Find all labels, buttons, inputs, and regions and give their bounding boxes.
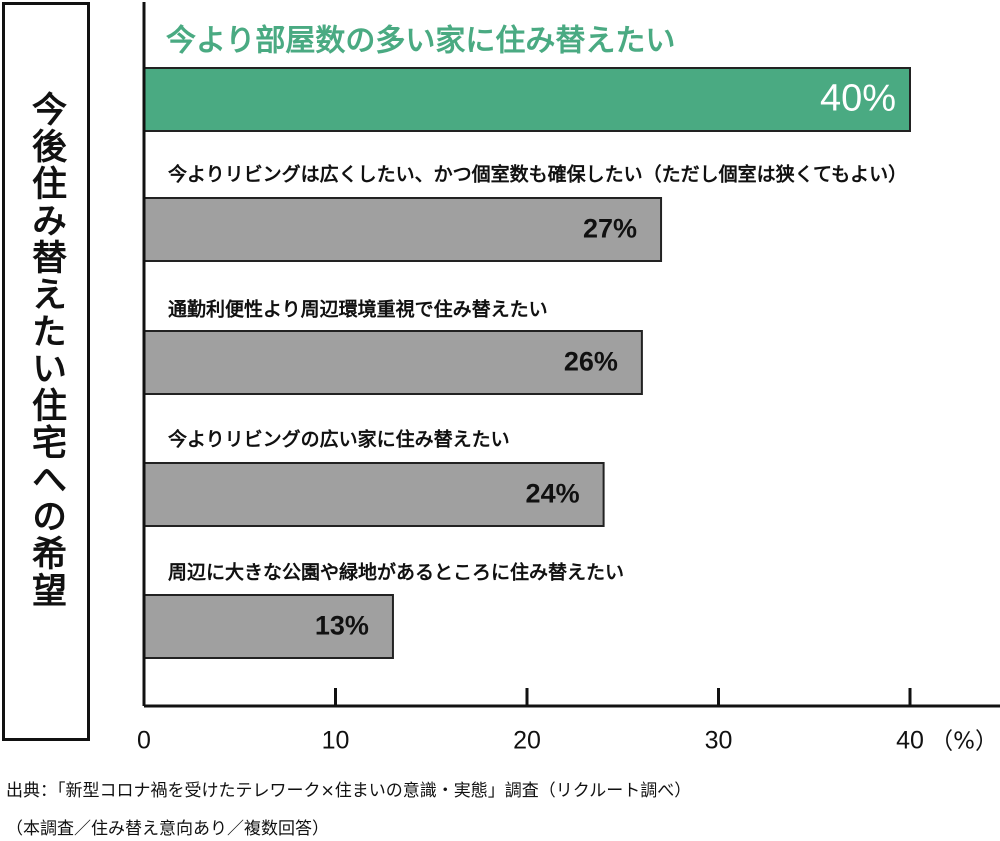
highlighted-bar [143, 67, 911, 132]
x-tick-label: 30 [705, 727, 733, 755]
value-label: 26% [564, 347, 618, 377]
x-tick-label: 40 [896, 727, 924, 755]
source-citation: 出典：「新型コロナ禍を受けたテレワーク×住まいの意識・実態」調査（リクルート調べ… [6, 781, 692, 801]
unit-label: （%） [930, 729, 998, 755]
vertical-title: 今後住み替えたい住宅への希望 [26, 91, 66, 609]
bar [143, 197, 663, 262]
x-tick-label: 0 [137, 727, 151, 755]
value-label: 27% [583, 214, 637, 244]
vertical-title-box: 今後住み替えたい住宅への希望 [2, 2, 90, 741]
x-tick-label: 10 [322, 727, 350, 755]
category-label: 周辺に大きな公園や緑地があるところに住み替えたい [168, 561, 624, 584]
value-label: 40% [820, 78, 896, 120]
category-label: 今より部屋数の多い家に住み替えたい [166, 24, 675, 59]
category-label: 今よりリビングは広くしたい、かつ個室数も確保したい（ただし個室は狭くてもよい） [167, 163, 907, 186]
x-tick-label: 20 [513, 727, 541, 755]
value-label: 24% [526, 479, 580, 509]
category-label: 通勤利便性より周辺環境重視で住み替えたい [168, 298, 548, 321]
bar [143, 330, 643, 395]
category-label: 今よりリビングの広い家に住み替えたい [167, 428, 510, 451]
bar-chart: 今より部屋数の多い家に住み替えたい 40% 今よりリビングは広くしたい、かつ個室数も… [137, 2, 1000, 755]
source-note: （本調査／住み替え意向あり／複数回答） [6, 819, 329, 839]
bar [143, 594, 394, 659]
value-label: 13% [315, 611, 369, 641]
bar [143, 462, 605, 527]
